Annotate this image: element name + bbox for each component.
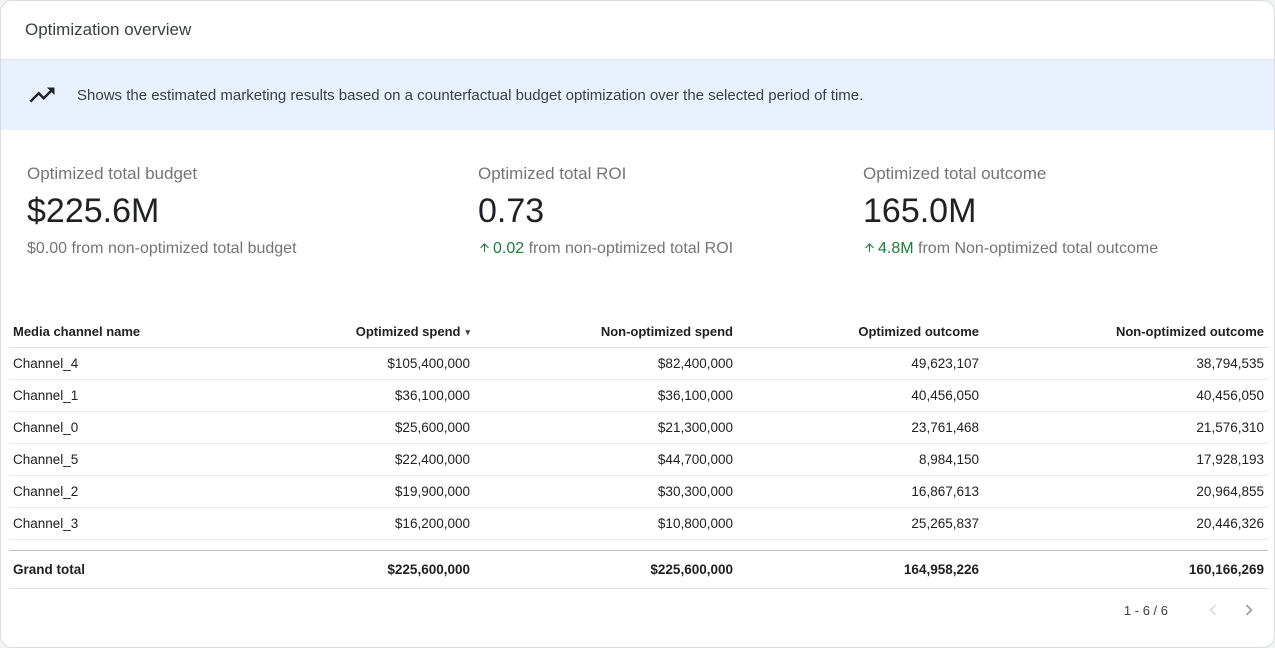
info-banner: Shows the estimated marketing results ba… bbox=[1, 60, 1274, 130]
channel-name-cell: Channel_5 bbox=[9, 443, 209, 476]
arrow-up-icon bbox=[865, 243, 874, 252]
value-cell: 38,794,535 bbox=[983, 347, 1268, 380]
value-cell: 23,761,468 bbox=[737, 411, 983, 444]
channel-name-cell: Channel_3 bbox=[9, 507, 209, 540]
grand-total-optimized-spend: $225,600,000 bbox=[209, 550, 474, 589]
page-range-label: 1 - 6 / 6 bbox=[1123, 602, 1168, 618]
value-cell: $30,300,000 bbox=[474, 475, 737, 508]
arrow-up-icon bbox=[480, 243, 489, 252]
value-cell: 40,456,050 bbox=[737, 379, 983, 412]
column-header-optimized-outcome[interactable]: Optimized outcome bbox=[737, 316, 983, 348]
table-row: Channel_2 $19,900,000 $30,300,000 16,867,61… bbox=[9, 475, 1268, 508]
value-cell: $105,400,000 bbox=[209, 347, 474, 380]
channels-table-wrap: Media channel name Optimized spend ▾ Non-… bbox=[1, 316, 1274, 589]
column-header-optimized-spend[interactable]: Optimized spend ▾ bbox=[209, 316, 474, 348]
value-cell: $10,800,000 bbox=[474, 507, 737, 540]
channel-name-cell: Channel_1 bbox=[9, 379, 209, 412]
value-cell: $19,900,000 bbox=[209, 475, 474, 508]
kpi-delta-line: 0.02 from non-optimized total ROI bbox=[478, 240, 863, 258]
value-cell: 40,456,050 bbox=[983, 379, 1268, 412]
kpi-section: Optimized total budget $225.6M $0.00 fro… bbox=[1, 130, 1274, 258]
channel-name-cell: Channel_0 bbox=[9, 411, 209, 444]
value-cell: 16,867,613 bbox=[737, 475, 983, 508]
trending-up-icon bbox=[27, 80, 57, 110]
column-header-label: Optimized spend bbox=[355, 324, 461, 339]
table-row: Channel_4 $105,400,000 $82,400,000 49,623,1… bbox=[9, 347, 1268, 380]
value-cell: 21,576,310 bbox=[983, 411, 1268, 444]
value-cell: $36,100,000 bbox=[209, 379, 474, 412]
table-body: Channel_4 $105,400,000 $82,400,000 49,623,1… bbox=[9, 347, 1268, 540]
grand-total-non-optimized-outcome: 160,166,269 bbox=[983, 550, 1268, 589]
kpi-delta-value: 4.8M bbox=[878, 240, 914, 257]
value-cell: 20,446,326 bbox=[983, 507, 1268, 540]
value-cell: 25,265,837 bbox=[737, 507, 983, 540]
pagination: 1 - 6 / 6 bbox=[1, 589, 1274, 623]
column-header-label: Non-optimized outcome bbox=[1115, 324, 1264, 339]
grand-total-label: Grand total bbox=[9, 550, 209, 589]
kpi-label: Optimized total budget bbox=[27, 164, 198, 183]
chevron-left-icon bbox=[1209, 604, 1217, 616]
kpi-label: Optimized total outcome bbox=[863, 164, 1047, 183]
column-header-media-channel-name[interactable]: Media channel name bbox=[9, 316, 209, 348]
banner-text: Shows the estimated marketing results ba… bbox=[77, 86, 864, 104]
kpi-delta-suffix: from Non-optimized total outcome bbox=[913, 240, 1159, 257]
value-cell: 8,984,150 bbox=[737, 443, 983, 476]
kpi-value: 0.73 bbox=[478, 192, 545, 230]
sort-desc-icon: ▾ bbox=[465, 327, 470, 337]
grand-total-row: Grand total $225,600,000 $225,600,000 16… bbox=[9, 550, 1268, 589]
next-page-button[interactable] bbox=[1236, 597, 1262, 623]
column-header-non-optimized-outcome[interactable]: Non-optimized outcome bbox=[983, 316, 1268, 348]
kpi-delta-value: 0.02 bbox=[493, 240, 525, 257]
column-header-non-optimized-spend[interactable]: Non-optimized spend bbox=[474, 316, 737, 348]
value-cell: $25,600,000 bbox=[209, 411, 474, 444]
value-cell: $82,400,000 bbox=[474, 347, 737, 380]
value-cell: 20,964,855 bbox=[983, 475, 1268, 508]
channel-name-cell: Channel_4 bbox=[9, 347, 209, 380]
value-cell: 49,623,107 bbox=[737, 347, 983, 380]
table-row: Channel_0 $25,600,000 $21,300,000 23,761,46… bbox=[9, 411, 1268, 444]
page-title: Optimization overview bbox=[25, 20, 192, 39]
previous-page-button[interactable] bbox=[1200, 597, 1226, 623]
table-row: Channel_3 $16,200,000 $10,800,000 25,265,83… bbox=[9, 507, 1268, 540]
table-header-row: Media channel name Optimized spend ▾ Non-… bbox=[9, 316, 1268, 348]
grand-total-non-optimized-spend: $225,600,000 bbox=[474, 550, 737, 589]
table-row: Channel_1 $36,100,000 $36,100,000 40,456,05… bbox=[9, 379, 1268, 412]
card-header: Optimization overview bbox=[1, 1, 1274, 60]
table-row: Channel_5 $22,400,000 $44,700,000 8,984,150… bbox=[9, 443, 1268, 476]
value-cell: $36,100,000 bbox=[474, 379, 737, 412]
channels-table: Media channel name Optimized spend ▾ Non-… bbox=[9, 316, 1268, 589]
kpi-optimized-total-outcome: Optimized total outcome 165.0M 4.8M from… bbox=[863, 164, 1248, 258]
value-cell: 17,928,193 bbox=[983, 443, 1268, 476]
channel-name-cell: Channel_2 bbox=[9, 475, 209, 508]
kpi-delta-line: 4.8M from Non-optimized total outcome bbox=[863, 240, 1248, 258]
column-header-label: Media channel name bbox=[13, 324, 141, 339]
column-header-label: Optimized outcome bbox=[858, 324, 979, 339]
kpi-delta-suffix: from non-optimized total ROI bbox=[524, 240, 734, 257]
kpi-optimized-total-roi: Optimized total ROI 0.73 0.02 from non-o… bbox=[478, 164, 863, 258]
value-cell: $16,200,000 bbox=[209, 507, 474, 540]
kpi-delta-line: $0.00 from non-optimized total budget bbox=[27, 240, 478, 258]
column-header-label: Non-optimized spend bbox=[600, 324, 733, 339]
value-cell: $44,700,000 bbox=[474, 443, 737, 476]
kpi-optimized-total-budget: Optimized total budget $225.6M $0.00 fro… bbox=[27, 164, 478, 258]
kpi-value: $225.6M bbox=[27, 192, 160, 230]
value-cell: $21,300,000 bbox=[474, 411, 737, 444]
kpi-delta-value: $0.00 bbox=[27, 240, 68, 257]
kpi-label: Optimized total ROI bbox=[478, 164, 627, 183]
spacer-row bbox=[9, 540, 1268, 551]
kpi-delta-suffix: from non-optimized total budget bbox=[67, 240, 297, 257]
value-cell: $22,400,000 bbox=[209, 443, 474, 476]
grand-total-optimized-outcome: 164,958,226 bbox=[737, 550, 983, 589]
chevron-right-icon bbox=[1245, 604, 1253, 616]
kpi-value: 165.0M bbox=[863, 192, 977, 230]
